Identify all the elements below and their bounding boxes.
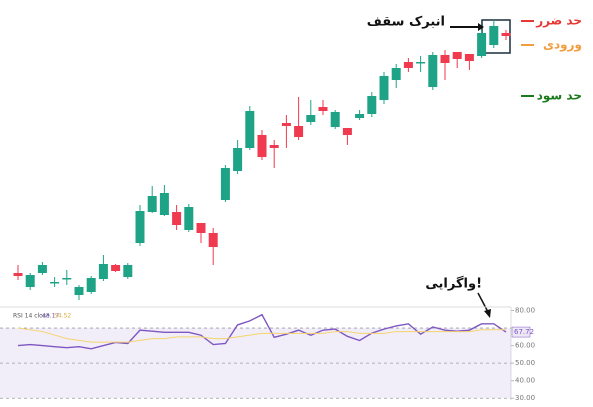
arrow-head (478, 23, 484, 31)
candle-body (489, 26, 499, 45)
y-tick-label: 80.00 (515, 307, 535, 315)
candle-body (13, 273, 23, 276)
y-tick-label: 30.00 (515, 394, 535, 402)
rsi-line (17, 327, 506, 343)
top-annotation: انبرک سقف (367, 15, 445, 30)
rsi-legend: RSI 14 close (13, 313, 50, 320)
candle-body (452, 52, 462, 59)
candle-body (416, 62, 426, 64)
candle-body (440, 55, 450, 63)
candle-body (135, 211, 145, 243)
legend-label: حد سود (537, 89, 582, 104)
candle-body (330, 112, 340, 127)
candle-body (294, 126, 304, 137)
candle-body (50, 282, 60, 284)
candle-body (367, 96, 377, 114)
candle-body (379, 76, 389, 100)
candle-body (208, 233, 218, 247)
legend-label: حد ضرر (535, 14, 582, 28)
candle-body (147, 196, 157, 212)
candle-body (123, 265, 133, 277)
candle-body (86, 278, 96, 292)
candle-body (233, 148, 243, 171)
current-badge (511, 326, 531, 338)
candle-body (501, 33, 511, 36)
candle-body (98, 264, 108, 279)
candle-body (62, 278, 72, 280)
candle-body (159, 193, 169, 215)
divergence-annotation: واگرایی! (425, 276, 482, 292)
candle-body (306, 115, 316, 122)
y-tick-label: 60.00 (515, 342, 535, 350)
candle-body (477, 33, 487, 56)
candle-body (391, 68, 401, 80)
rsi-legend: 54.52 (54, 313, 71, 320)
candle-body (196, 223, 206, 233)
candle-body (245, 111, 255, 148)
candle-body (184, 207, 194, 230)
y-tick-label: 50.00 (515, 359, 535, 367)
candle-body (257, 135, 267, 157)
current-value: 67.72 (514, 328, 534, 336)
candle-body (403, 62, 413, 68)
arrow (477, 292, 489, 313)
candle-body (428, 55, 438, 87)
candle-body (220, 168, 230, 200)
candle-body (464, 54, 474, 61)
arrow-head (484, 309, 491, 318)
candle-body (74, 287, 84, 295)
legend-label: ورودی (543, 38, 582, 53)
candle-body (172, 212, 182, 225)
candle-body (318, 107, 328, 111)
candle-body (111, 265, 121, 271)
candle-body (37, 265, 47, 273)
rsi-legend: 43.17 (42, 313, 59, 320)
candle-body (355, 114, 365, 118)
candle-body (25, 275, 35, 287)
candle-body (269, 145, 279, 148)
y-tick-label: 40.00 (515, 377, 535, 385)
candle-body (281, 123, 291, 126)
candle-body (342, 128, 352, 135)
